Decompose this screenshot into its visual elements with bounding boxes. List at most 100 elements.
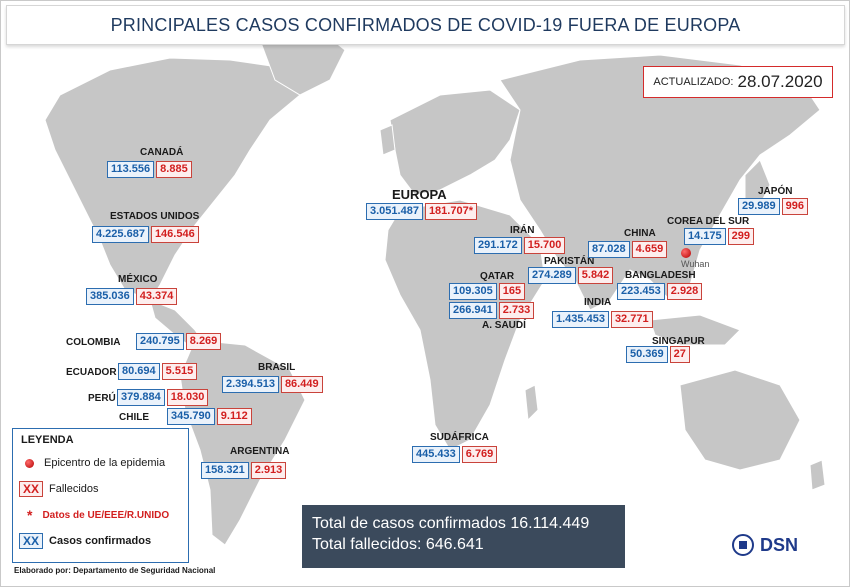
- deaths-value: 43.374: [135, 288, 178, 305]
- cases-value: 345.790: [167, 408, 215, 425]
- epicenter-label: Wuhan: [681, 259, 710, 269]
- cases-value: 385.036: [86, 288, 134, 305]
- deaths-value: 5.842: [577, 267, 614, 284]
- credit-line: Elaborado por: Departamento de Seguridad…: [14, 566, 216, 575]
- seal-icon: [732, 534, 754, 556]
- country-figures-argentina: 158.321 2.913: [201, 462, 287, 479]
- legend-deaths-row: XX Fallecidos: [19, 481, 99, 497]
- africa-landmass: [384, 199, 546, 451]
- country-figures-europa: 3.051.487 181.707*: [366, 203, 477, 220]
- cases-value: 240.795: [136, 333, 184, 350]
- country-figures-saudi: 266.941 2.733: [449, 302, 535, 319]
- legend-ue-row: * Datos de UE/EEE/R.UNIDO: [19, 507, 169, 523]
- country-name-usa: ESTADOS UNIDOS: [110, 211, 200, 222]
- country-name-ecuador: ECUADOR: [66, 367, 117, 378]
- deaths-value: 9.112: [216, 408, 252, 425]
- legend-cases-row: XX Casos confirmados: [19, 533, 151, 549]
- legend-epicenter-label: Epicentro de la epidemia: [44, 457, 166, 469]
- country-figures-india: 1.435.453 32.771: [552, 311, 653, 328]
- country-name-peru: PERÚ: [88, 393, 116, 404]
- country-figures-brasil: 2.394.513 86.449: [222, 376, 323, 393]
- australia-landmass: [679, 369, 801, 471]
- country-name-south-africa: SUDÁFRICA: [430, 432, 489, 443]
- country-name-canada: CANADÁ: [140, 147, 184, 158]
- cases-value: 29.989: [738, 198, 780, 215]
- country-name-pakistan: PAKISTÁN: [544, 256, 595, 267]
- country-figures-south-korea: 14.175 299: [684, 228, 755, 245]
- region-name-europa: EUROPA: [392, 187, 447, 202]
- deaths-value: 299: [727, 228, 755, 245]
- deaths-value: 5.515: [161, 363, 198, 380]
- deaths-value: 2.928: [666, 283, 703, 300]
- southeast-asia-islands: [649, 314, 741, 346]
- country-figures-japan: 29.989 996: [738, 198, 809, 215]
- country-figures-colombia: 240.795 8.269: [136, 333, 222, 350]
- cases-value: 50.369: [626, 346, 668, 363]
- epicenter-marker: [681, 248, 691, 258]
- deaths-value: 6.769: [461, 446, 498, 463]
- country-name-south-korea: COREA DEL SUR: [667, 216, 750, 227]
- europe-landmass: [389, 89, 521, 196]
- logo-text: DSN: [760, 534, 799, 555]
- north-america-landmass: [44, 57, 301, 301]
- cases-value: 291.172: [474, 237, 522, 254]
- country-name-saudi: A. SAUDÍ: [482, 320, 526, 331]
- legend-ue-label: Datos de UE/EEE/R.UNIDO: [42, 509, 170, 521]
- legend-cases-label: Casos confirmados: [49, 535, 152, 547]
- new-zealand-landmass: [809, 459, 826, 491]
- updated-label: ACTUALIZADO:: [653, 76, 734, 88]
- updated-box: ACTUALIZADO: 28.07.2020: [643, 66, 833, 98]
- country-name-colombia: COLOMBIA: [66, 337, 121, 348]
- country-figures-south-africa: 445.433 6.769: [412, 446, 498, 463]
- cases-value: 4.225.687: [92, 226, 149, 243]
- country-figures-canada: 113.556 8.885: [107, 161, 192, 178]
- country-name-iran: IRÁN: [510, 225, 535, 236]
- country-name-brasil: BRASIL: [258, 362, 296, 373]
- deaths-value: 32.771: [610, 311, 653, 328]
- country-name-india: INDIA: [584, 297, 612, 308]
- cases-symbol: XX: [19, 533, 44, 549]
- country-figures-china: 87.028 4.659: [588, 241, 668, 258]
- country-figures-peru: 379.884 18.030: [117, 389, 209, 406]
- updated-date: 28.07.2020: [737, 72, 823, 91]
- country-figures-iran: 291.172 15.700: [474, 237, 566, 254]
- country-name-mexico: MÉXICO: [118, 274, 158, 285]
- country-figures-pakistan: 274.289 5.842: [528, 267, 614, 284]
- legend: LEYENDA Epicentro de la epidemia XX Fall…: [12, 428, 189, 563]
- totals-box: Total de casos confirmados 16.114.449 To…: [302, 505, 625, 568]
- cases-value: 1.435.453: [552, 311, 609, 328]
- cases-value: 445.433: [412, 446, 460, 463]
- cases-value: 379.884: [117, 389, 165, 406]
- cases-value: 2.394.513: [222, 376, 279, 393]
- deaths-value: 15.700: [523, 237, 566, 254]
- deaths-value: 146.546: [150, 226, 199, 243]
- cases-value: 158.321: [201, 462, 249, 479]
- country-name-japan: JAPÓN: [758, 186, 793, 197]
- uk-landmass: [379, 124, 396, 156]
- deaths-value: 27: [669, 346, 690, 363]
- cases-value: 274.289: [528, 267, 576, 284]
- deaths-value: 18.030: [166, 389, 209, 406]
- asterisk-symbol: *: [27, 507, 33, 523]
- country-figures-usa: 4.225.687 146.546: [92, 226, 199, 243]
- country-figures-mexico: 385.036 43.374: [86, 288, 178, 305]
- deaths-value: 8.269: [185, 333, 222, 350]
- cases-value: 223.453: [617, 283, 665, 300]
- country-name-argentina: ARGENTINA: [230, 446, 290, 457]
- total-cases: Total de casos confirmados 16.114.449: [312, 515, 590, 532]
- country-figures-bangladesh: 223.453 2.928: [617, 283, 703, 300]
- deaths-value: 181.707*: [424, 203, 477, 220]
- total-deaths: Total fallecidos: 646.641: [312, 536, 484, 553]
- dsn-logo: DSN: [732, 534, 798, 556]
- cases-value: 3.051.487: [366, 203, 423, 220]
- country-name-chile: CHILE: [119, 412, 149, 423]
- deaths-value: 165: [498, 283, 526, 300]
- legend-title: LEYENDA: [21, 434, 74, 446]
- legend-epicenter-row: Epicentro de la epidemia: [19, 457, 165, 469]
- epicenter-dot-icon: [25, 458, 34, 468]
- deaths-value: 2.733: [498, 302, 535, 319]
- cases-value: 109.305: [449, 283, 497, 300]
- page-title: PRINCIPALES CASOS CONFIRMADOS DE COVID-1…: [110, 14, 741, 35]
- deaths-value: 996: [781, 198, 809, 215]
- country-figures-ecuador: 80.694 5.515: [118, 363, 198, 380]
